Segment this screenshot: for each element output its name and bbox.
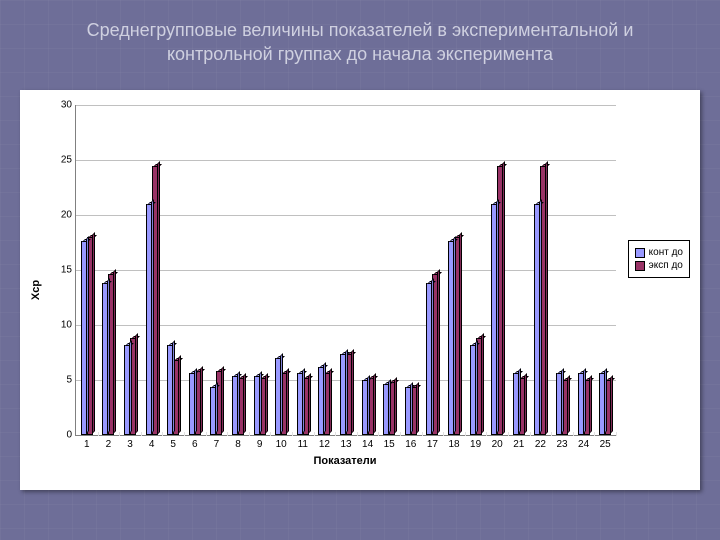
legend-item-kont: конт до: [635, 247, 683, 258]
bar-kont: [534, 204, 540, 435]
x-tick-mark: [335, 432, 336, 436]
bar-kont: [383, 384, 389, 435]
slide-title: Среднегрупповые величины показателей в э…: [0, 0, 720, 67]
x-tick-mark: [227, 432, 228, 436]
x-tick-label: 8: [235, 439, 241, 450]
x-tick-label: 2: [106, 439, 112, 450]
bar-kont: [426, 283, 432, 435]
x-tick-mark: [162, 432, 163, 436]
bar-kont: [167, 345, 173, 435]
bar-kont: [513, 373, 519, 435]
x-tick-mark: [594, 432, 595, 436]
bar-kont: [232, 376, 238, 435]
x-tick-label: 10: [276, 439, 287, 450]
x-tick-mark: [616, 432, 617, 436]
x-tick-mark: [551, 432, 552, 436]
bar-kont: [470, 345, 476, 435]
x-tick-mark: [400, 432, 401, 436]
x-tick-mark: [249, 432, 250, 436]
legend-label-kont: конт до: [649, 247, 683, 258]
bar-kont: [340, 354, 346, 435]
x-tick-label: 12: [319, 439, 330, 450]
bar-kont: [146, 204, 152, 435]
bar-kont: [189, 373, 195, 435]
bar-kont: [556, 373, 562, 435]
x-tick-label: 21: [513, 439, 524, 450]
x-tick-mark: [378, 432, 379, 436]
x-tick-label: 3: [127, 439, 133, 450]
x-tick-label: 11: [298, 439, 308, 450]
bar-kont: [448, 241, 454, 435]
y-tick-label: 20: [48, 210, 72, 221]
bar-kont: [405, 387, 411, 435]
x-tick-mark: [98, 432, 99, 436]
x-tick-label: 24: [578, 439, 589, 450]
x-tick-mark: [486, 432, 487, 436]
x-tick-label: 15: [384, 439, 395, 450]
y-tick-label: 15: [48, 265, 72, 276]
legend: конт до эксп до: [628, 240, 690, 278]
x-tick-mark: [119, 432, 120, 436]
y-tick-label: 10: [48, 320, 72, 331]
bar-kont: [318, 367, 324, 435]
x-tick-label: 18: [448, 439, 459, 450]
x-tick-label: 23: [556, 439, 567, 450]
x-tick-label: 14: [362, 439, 373, 450]
bar-kont: [81, 241, 87, 435]
bar-kont: [578, 373, 584, 435]
x-tick-mark: [573, 432, 574, 436]
x-tick-label: 1: [84, 439, 90, 450]
bar-kont: [254, 376, 260, 435]
x-tick-label: 19: [470, 439, 481, 450]
bar-kont: [297, 373, 303, 435]
x-tick-mark: [292, 432, 293, 436]
bar-kont: [362, 380, 368, 435]
grid-line: [76, 105, 616, 106]
slide-background: Среднегрупповые величины показателей в э…: [0, 0, 720, 540]
x-tick-mark: [530, 432, 531, 436]
x-tick-label: 4: [149, 439, 155, 450]
y-tick-label: 0: [48, 430, 72, 441]
x-tick-mark: [206, 432, 207, 436]
bar-kont: [275, 358, 281, 435]
x-tick-mark: [184, 432, 185, 436]
bar-kont: [210, 387, 216, 435]
x-tick-mark: [314, 432, 315, 436]
chart-container: Хср 051015202530123456789101112131415161…: [20, 90, 700, 490]
bar-kont: [124, 345, 130, 435]
x-tick-label: 13: [340, 439, 351, 450]
x-tick-mark: [270, 432, 271, 436]
y-axis-label: Хср: [30, 280, 42, 300]
bar-kont: [491, 204, 497, 435]
x-tick-label: 5: [170, 439, 176, 450]
legend-swatch-eksp: [635, 261, 645, 271]
bar-kont: [599, 373, 605, 435]
x-tick-mark: [443, 432, 444, 436]
x-tick-mark: [508, 432, 509, 436]
x-tick-mark: [357, 432, 358, 436]
y-tick-label: 30: [48, 100, 72, 111]
x-tick-label: 20: [492, 439, 503, 450]
y-tick-label: 25: [48, 155, 72, 166]
x-tick-label: 17: [427, 439, 438, 450]
x-tick-mark: [465, 432, 466, 436]
x-tick-label: 7: [214, 439, 220, 450]
bar-kont: [102, 283, 108, 435]
legend-label-eksp: эксп до: [649, 260, 683, 271]
plot-area: 0510152025301234567891011121314151617181…: [75, 105, 616, 436]
x-tick-label: 22: [535, 439, 546, 450]
x-tick-label: 16: [405, 439, 416, 450]
grid-line: [76, 160, 616, 161]
y-tick-label: 5: [48, 375, 72, 386]
legend-item-eksp: эксп до: [635, 260, 683, 271]
x-tick-label: 9: [257, 439, 263, 450]
x-tick-mark: [141, 432, 142, 436]
x-tick-mark: [422, 432, 423, 436]
x-tick-label: 6: [192, 439, 198, 450]
legend-swatch-kont: [635, 248, 645, 258]
x-axis-label: Показатели: [75, 455, 615, 467]
x-tick-label: 25: [600, 439, 611, 450]
